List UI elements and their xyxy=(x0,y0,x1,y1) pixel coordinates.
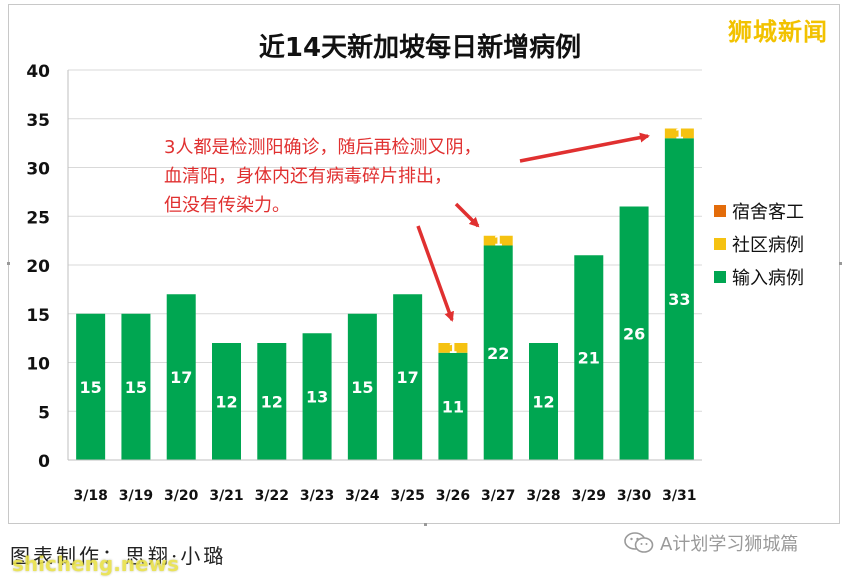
data-label: 13 xyxy=(306,388,328,407)
gridlines xyxy=(68,69,702,461)
bar-segment xyxy=(574,255,604,460)
bar-segment xyxy=(438,352,468,460)
data-label: 1 xyxy=(675,127,684,142)
annotation-text: 血清阳，身体内还有病毒碎片排出， xyxy=(164,166,452,187)
wechat-label: A计划学习狮城篇 xyxy=(660,534,799,555)
wechat-icon xyxy=(624,532,654,554)
data-label: 17 xyxy=(170,368,192,387)
y-axis: 0 5 10 15 20 25 30 35 40 xyxy=(26,62,69,472)
bar-segment xyxy=(483,245,513,460)
data-label: 26 xyxy=(623,324,645,343)
x-tick-label: 3/26 xyxy=(436,488,470,504)
y-tick-label: 5 xyxy=(38,403,50,423)
x-tick-label: 3/30 xyxy=(617,488,652,504)
data-label: 22 xyxy=(487,344,509,363)
data-label: 15 xyxy=(80,378,102,397)
legend-label: 宿舍客工 xyxy=(732,202,804,223)
bar-segment xyxy=(483,235,513,246)
bar-segment xyxy=(76,313,106,460)
y-tick-label: 40 xyxy=(26,62,50,82)
bar-segment xyxy=(121,313,151,460)
y-tick-label: 30 xyxy=(26,160,50,180)
data-label: 1 xyxy=(494,235,503,250)
site-watermark: shicheng.news xyxy=(12,552,179,576)
x-axis: 3/18 3/19 3/20 3/21 3/22 3/23 3/24 3/25 3/26 3/27… xyxy=(68,459,702,504)
data-label: 15 xyxy=(125,378,147,397)
bar-segment xyxy=(664,138,694,460)
data-label: 12 xyxy=(215,393,237,412)
bar-segment xyxy=(438,343,468,353)
bar-segment xyxy=(619,206,649,460)
data-label: 33 xyxy=(668,290,690,309)
x-tick-label: 3/18 xyxy=(73,488,107,504)
x-tick-label: 3/31 xyxy=(662,488,696,504)
wechat-account: A计划学习狮城篇 xyxy=(624,530,798,556)
data-label: 12 xyxy=(532,393,554,412)
x-tick-label: 3/28 xyxy=(526,488,560,504)
data-label: 1 xyxy=(448,342,457,357)
legend-swatch xyxy=(714,238,726,250)
resize-handle-left[interactable] xyxy=(7,262,10,265)
bar-segment xyxy=(347,313,377,460)
x-tick-label: 3/29 xyxy=(572,488,606,504)
resize-handle-right[interactable] xyxy=(839,262,842,265)
y-tick-label: 35 xyxy=(26,111,50,131)
bar-segment xyxy=(302,333,332,460)
y-tick-label: 25 xyxy=(26,208,50,228)
x-tick-label: 3/24 xyxy=(345,488,380,504)
y-tick-label: 0 xyxy=(38,452,50,472)
annotation-text: 3人都是检测阳确诊，随后再检测又阴， xyxy=(164,137,481,158)
bar-segment xyxy=(664,128,694,139)
data-label: 21 xyxy=(578,349,600,368)
annotation-text: 但没有传染力。 xyxy=(164,195,290,216)
legend-label: 社区病例 xyxy=(732,235,804,256)
annotation-arrow xyxy=(519,132,650,163)
y-tick-label: 20 xyxy=(26,257,50,277)
bar-segment xyxy=(529,343,558,460)
x-tick-label: 3/20 xyxy=(164,488,199,504)
x-tick-label: 3/19 xyxy=(119,488,153,504)
data-label: 15 xyxy=(351,378,373,397)
x-tick-label: 3/21 xyxy=(209,488,243,504)
x-tick-label: 3/25 xyxy=(390,488,424,504)
legend-label: 输入病例 xyxy=(732,268,804,289)
watermark-logo: 狮城新闻 xyxy=(728,18,828,46)
x-tick-label: 3/22 xyxy=(255,488,289,504)
y-tick-label: 15 xyxy=(26,306,50,326)
chart-title: 近14天新加坡每日新增病例 xyxy=(259,32,581,63)
bar-segment xyxy=(393,294,423,460)
x-tick-label: 3/23 xyxy=(300,488,334,504)
chart-credit: 图表制作：思翔·小璐 xyxy=(10,544,227,568)
data-label: 11 xyxy=(442,397,464,416)
data-label: 17 xyxy=(397,368,419,387)
bar-segment xyxy=(166,294,196,460)
annotation: 3人都是检测阳确诊，随后再检测又阴， 血清阳，身体内还有病毒碎片排出， 但没有传染力… xyxy=(164,132,650,322)
bar-segment xyxy=(257,343,287,460)
annotation-arrow xyxy=(454,202,480,228)
resize-handle-bottom[interactable] xyxy=(424,523,427,526)
y-tick-label: 10 xyxy=(26,355,50,375)
x-tick-label: 3/27 xyxy=(481,488,515,504)
legend-swatch xyxy=(714,205,726,217)
data-label: 12 xyxy=(261,393,283,412)
annotation-arrow xyxy=(416,225,454,322)
bar-segment xyxy=(212,343,241,460)
legend-swatch xyxy=(714,271,726,283)
